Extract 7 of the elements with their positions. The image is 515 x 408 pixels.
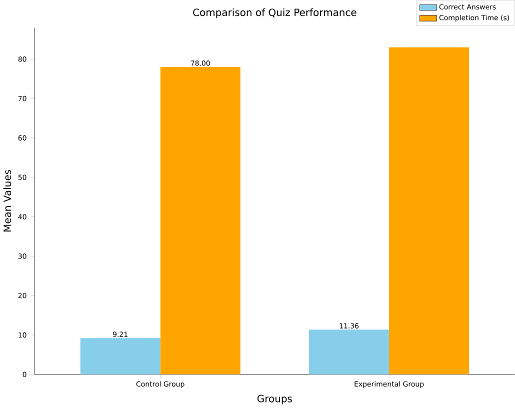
bar xyxy=(160,67,240,375)
y-axis-title: Mean Values xyxy=(3,170,12,232)
bar xyxy=(80,338,160,375)
chart-title: Comparison of Quiz Performance xyxy=(193,8,356,18)
x-axis-title: Groups xyxy=(257,394,292,404)
bar xyxy=(389,47,470,375)
bar xyxy=(308,330,390,375)
